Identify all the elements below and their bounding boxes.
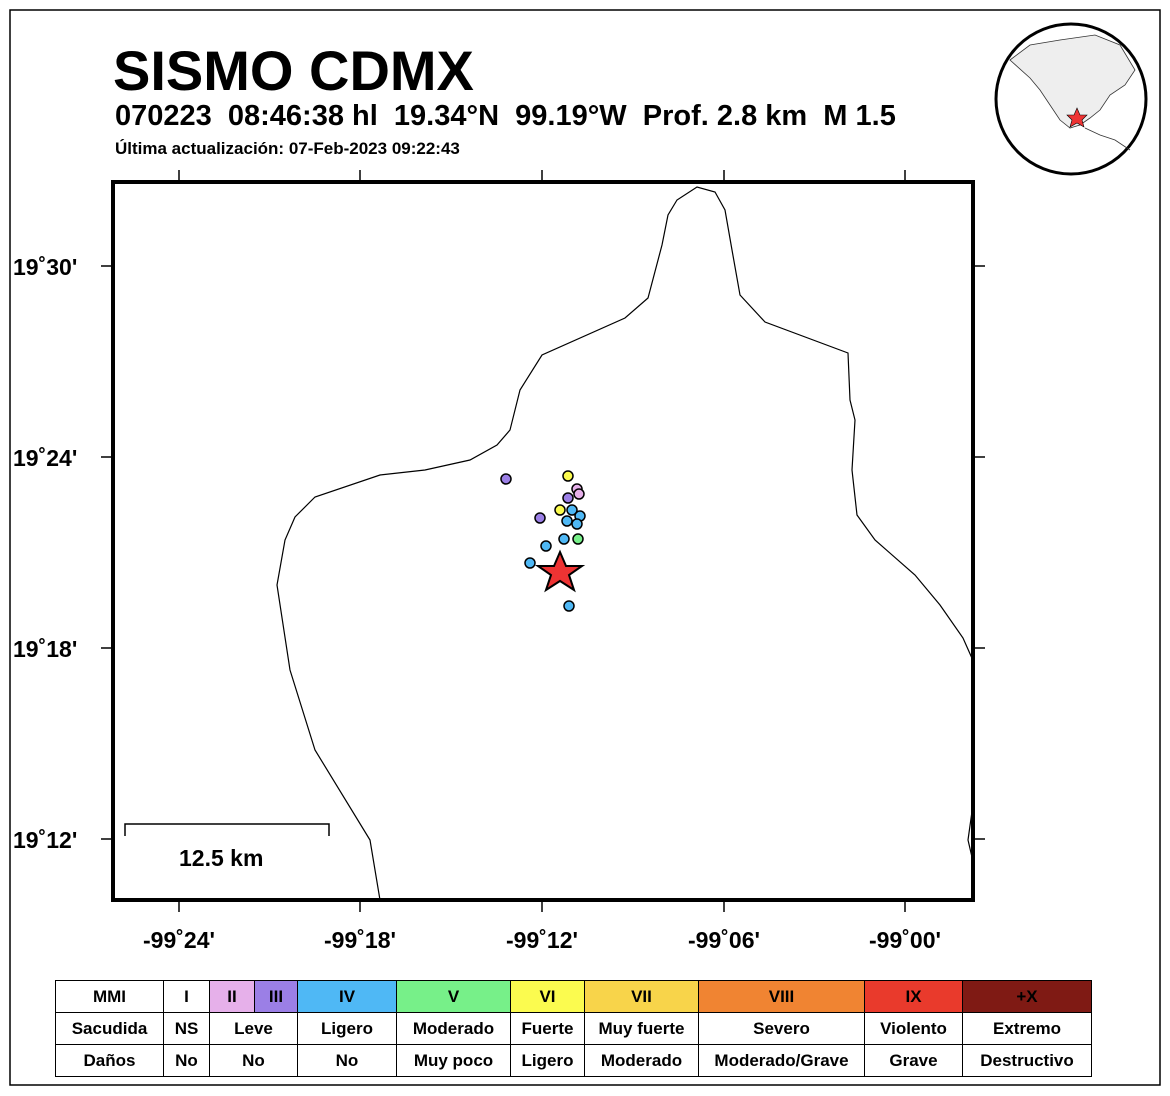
cell: Ligero — [510, 1044, 585, 1077]
cell: MMI — [55, 980, 164, 1013]
boundary — [276, 186, 973, 900]
cell: Fuerte — [510, 1012, 585, 1045]
cell: Moderado — [396, 1012, 511, 1045]
inset-globe — [994, 22, 1148, 176]
cell: Violento — [864, 1012, 963, 1045]
cell: Extremo — [962, 1012, 1092, 1045]
outer-border — [9, 9, 1161, 1086]
cell: +X — [962, 980, 1092, 1013]
y-label: 19˚12' — [13, 827, 77, 853]
scale-label: 12.5 km — [179, 845, 263, 871]
event-details: 070223 08:46:38 hl 19.34°N 99.19°W Prof.… — [115, 100, 896, 132]
cell: Muy poco — [396, 1044, 511, 1077]
cell: VIII — [698, 980, 865, 1013]
cell: No — [209, 1044, 298, 1077]
station-points — [500, 470, 586, 612]
cell: Destructivo — [962, 1044, 1092, 1077]
cell: III — [254, 980, 298, 1013]
cell: Grave — [864, 1044, 963, 1077]
cell: II — [209, 980, 255, 1013]
cell: Daños — [55, 1044, 164, 1077]
x-label: -99˚24' — [143, 927, 215, 953]
cell: IV — [297, 980, 397, 1013]
cell: Moderado/Grave — [698, 1044, 865, 1077]
x-label: -99˚12' — [506, 927, 578, 953]
y-label: 19˚18' — [13, 636, 77, 662]
cell: Sacudida — [55, 1012, 164, 1045]
cell: Muy fuerte — [584, 1012, 699, 1045]
cell: Severo — [698, 1012, 865, 1045]
cell: No — [297, 1044, 397, 1077]
title: SISMO CDMX — [113, 39, 474, 102]
y-label: 19˚24' — [13, 445, 77, 471]
x-label: -99˚00' — [869, 927, 941, 953]
cell: V — [396, 980, 511, 1013]
cell: Moderado — [584, 1044, 699, 1077]
x-label: -99˚06' — [688, 927, 760, 953]
cell: IX — [864, 980, 963, 1013]
cell: I — [163, 980, 210, 1013]
x-label: -99˚18' — [324, 927, 396, 953]
scale-bar — [124, 823, 330, 836]
epicenter — [534, 549, 586, 593]
cell: Leve — [209, 1012, 298, 1045]
cell: NS — [163, 1012, 210, 1045]
update-time: Última actualización: 07-Feb-2023 09:22:… — [115, 139, 460, 158]
boundary — [967, 799, 973, 865]
cell: No — [163, 1044, 210, 1077]
cell: VII — [584, 980, 699, 1013]
y-label: 19˚30' — [13, 254, 77, 280]
cell: VI — [510, 980, 585, 1013]
cell: Ligero — [297, 1012, 397, 1045]
mmi-legend: MMI I II III IV V VI VII VIII IX +X Sacu… — [55, 980, 1092, 1077]
map-area: 12.5 km — [111, 180, 975, 902]
